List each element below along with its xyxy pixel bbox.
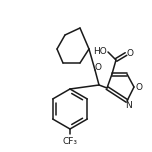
Text: N: N (125, 102, 131, 111)
Text: HO: HO (93, 47, 107, 55)
Text: O: O (126, 48, 133, 57)
Text: O: O (95, 62, 102, 71)
Text: O: O (135, 83, 143, 93)
Text: CF₃: CF₃ (62, 136, 78, 145)
